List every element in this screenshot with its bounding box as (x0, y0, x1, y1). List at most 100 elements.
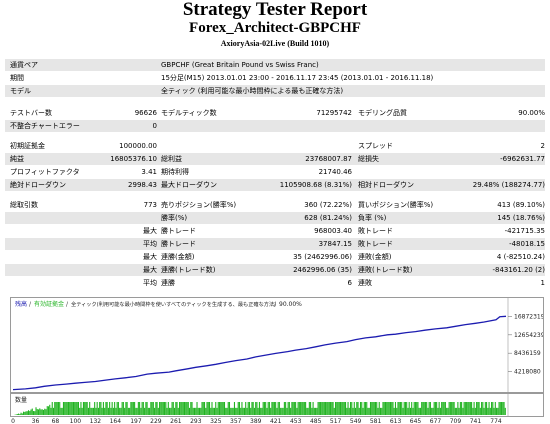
volume-bar (349, 402, 352, 415)
volume-bar (52, 407, 55, 415)
volume-bar (182, 402, 184, 415)
largest-win-label: 勝トレード (161, 227, 196, 235)
volume-bar (338, 402, 340, 415)
model-value: 全ティック (利用可能な最小時間枠による最も正確な方法) (161, 87, 344, 95)
avg-cons-losses-label: 連敗 (358, 279, 372, 287)
volume-bar (384, 402, 387, 415)
volume-bar (217, 402, 219, 415)
volume-bar (134, 402, 136, 415)
legend-equity: 有効証拠金 (34, 300, 64, 308)
volume-bar (348, 407, 350, 415)
quality-value: 90.00% (518, 109, 545, 117)
volume-bar (321, 402, 323, 415)
volume-bar (446, 407, 448, 415)
volume-bar (149, 407, 151, 415)
bars-row: テストバー数 96626 モデルティック数 71295742 モデリング品質 9… (5, 107, 545, 119)
avg-cons-wins-label: 連勝 (161, 279, 175, 287)
volume-bar (51, 402, 53, 415)
volume-bar (458, 407, 460, 415)
volume-bar (145, 402, 147, 415)
volume-bar (281, 407, 283, 415)
volume-bar (434, 402, 436, 415)
volume-bar (464, 402, 466, 415)
volume-bar (292, 402, 294, 415)
volume-bar (282, 407, 284, 415)
volume-bar (253, 407, 255, 415)
volume-bar (387, 402, 389, 415)
average-row: 平均 勝トレード 37847.15 敗トレード -48018.15 (5, 238, 545, 250)
volume-bar (156, 402, 158, 415)
volume-bar (94, 402, 96, 415)
x-tick-label-20: 645 (410, 418, 422, 424)
volume-bar (172, 402, 174, 415)
volume-bar (369, 402, 372, 415)
volume-bar (473, 402, 475, 415)
volume-bar (352, 407, 354, 415)
x-tick-label-19: 613 (390, 418, 402, 424)
volume-bar (150, 402, 152, 415)
balance-chart-svg: 残高 / 有効証拠金 / 全ティック(利用可能な最小時間枠を使いすべてのティック… (12, 298, 545, 392)
volume-bar (237, 402, 239, 415)
volume-bar (191, 402, 193, 415)
avg-cons-losses-value: 1 (540, 279, 545, 287)
volume-bar (216, 407, 218, 415)
volume-bar (381, 407, 383, 415)
volume-bar (398, 402, 400, 415)
server-info: AxioryAsia-02Live (Build 1010) (220, 39, 330, 48)
volume-bar (255, 402, 257, 415)
volume-bar (439, 407, 441, 415)
largest-loss-value: -421715.35 (504, 227, 545, 235)
volume-bar (129, 407, 131, 415)
volume-bar (130, 402, 132, 415)
volume-bar (104, 407, 106, 415)
cons-wins-label: 連勝(金額) (161, 253, 195, 261)
volume-bar (402, 407, 404, 415)
volume-bar (102, 402, 104, 415)
volume-bar (170, 407, 172, 415)
volume-bar (24, 411, 26, 415)
volume-bar (46, 406, 48, 415)
x-tick-label-8: 261 (170, 418, 182, 424)
y-tick-label-3: 16872319 (514, 313, 543, 320)
model-row: モデル 全ティック (利用可能な最小時間枠による最も正確な方法) (5, 85, 545, 97)
volume-bar (49, 404, 51, 415)
volume-bar (86, 402, 88, 415)
volume-bar (476, 402, 478, 415)
volume-bar (479, 407, 481, 415)
volume-bar (456, 407, 458, 415)
rel-dd-label: 相対ドローダウン (358, 181, 414, 189)
volume-bar (59, 402, 61, 415)
symbol-value: GBPCHF (Great Britain Pound vs Swiss Fra… (161, 61, 319, 69)
volume-bar (114, 402, 116, 415)
volume-bar (297, 402, 299, 415)
volume-bar (291, 402, 293, 415)
volume-bar (267, 402, 269, 415)
volume-bar (315, 407, 317, 415)
volume-bar (353, 402, 355, 415)
volume-bar (280, 407, 282, 415)
volume-bar (438, 402, 440, 415)
volume-bar (343, 402, 345, 415)
gross-profit-label: 総利益 (161, 155, 182, 163)
gross-loss-label: 総損失 (358, 155, 379, 163)
volume-bar (342, 402, 344, 415)
gross-loss-value: -6962631.77 (500, 155, 545, 163)
volume-bar (278, 402, 280, 415)
volume-bar (461, 402, 463, 415)
volume-bar (27, 410, 30, 415)
volume-bar (471, 402, 473, 415)
symbol-row: 通貨ペア GBPCHF (Great Britain Pound vs Swis… (5, 59, 545, 71)
cons-profit-label: 連勝(トレード数) (161, 266, 216, 274)
volume-bar (290, 407, 292, 415)
volume-bar (140, 407, 142, 415)
cons-loss-label: 連敗(トレード数) (358, 266, 413, 274)
net-row: 純益 16805376.10 総利益 23768007.87 総損失 -6962… (5, 153, 545, 165)
volume-bar (155, 402, 157, 415)
volume-bar (403, 402, 405, 415)
volume-bar (404, 402, 407, 415)
volume-bar (261, 407, 263, 415)
volume-bar (25, 411, 27, 415)
max-dd-value: 1105908.68 (8.31%) (279, 181, 352, 189)
volume-bar (227, 402, 229, 415)
volume-bar (144, 407, 146, 415)
